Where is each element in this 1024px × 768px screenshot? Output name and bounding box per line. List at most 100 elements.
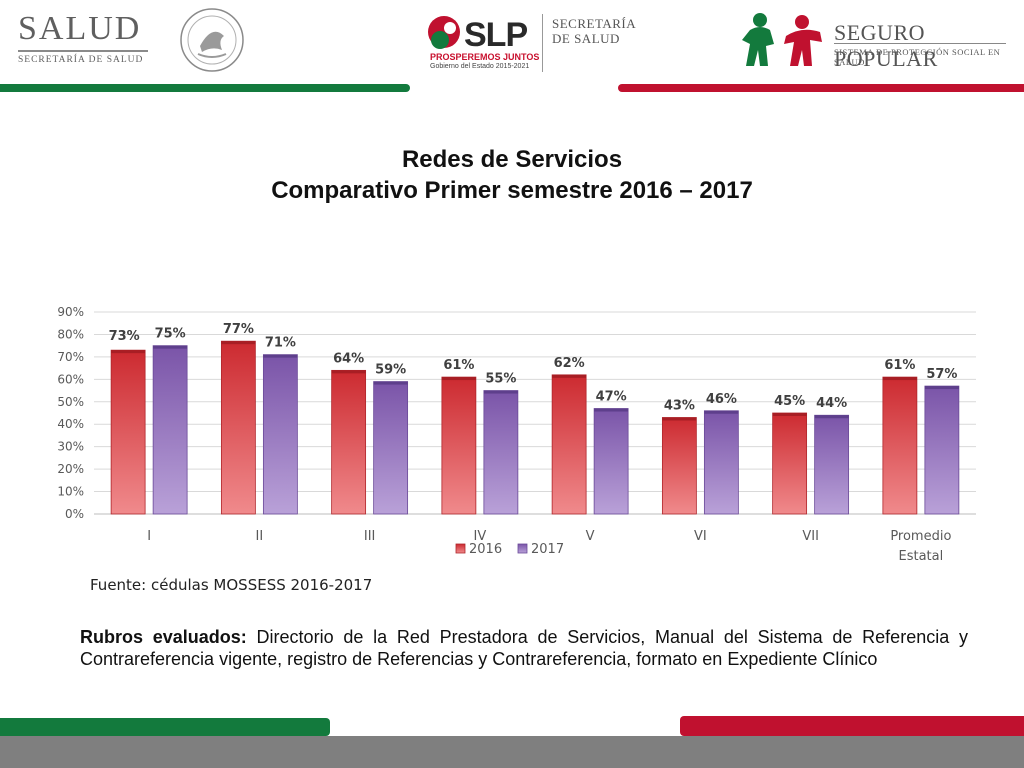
bar-top-2016 (772, 413, 807, 416)
y-tick-label: 90% (57, 305, 84, 319)
footer-gray-band (0, 736, 1024, 768)
header-divider (542, 14, 543, 72)
bar-2017 (373, 381, 409, 515)
bar-top-2016 (331, 370, 366, 374)
y-tick-label: 10% (57, 485, 84, 499)
source-note: Fuente: cédulas MOSSESS 2016-2017 (90, 576, 373, 594)
seguro-popular-subtitle: SISTEMA DE PROTECCIÓN SOCIAL EN SALUD (834, 47, 1001, 67)
bar-top-2017 (924, 386, 959, 390)
data-label-2017: 71% (265, 336, 296, 351)
legend-swatch-2016 (455, 543, 466, 554)
data-label-2017: 57% (926, 367, 957, 382)
rubros-text: Directorio de la Red Prestadora de Servi… (80, 627, 968, 669)
secretaria-line2: DE SALUD (552, 31, 620, 46)
bar-2017 (262, 354, 298, 515)
rubros-label: Rubros evaluados: (80, 627, 247, 647)
slp-logo-icon (428, 16, 460, 49)
slp-gobierno-text: Gobierno del Estado 2015-2021 (430, 63, 530, 70)
header-red-stripe (618, 84, 1024, 92)
bar-2016 (661, 417, 697, 515)
bar-2016 (220, 340, 256, 515)
rubros-paragraph: Rubros evaluados: Directorio de la Red P… (80, 626, 968, 670)
bar-top-2017 (594, 408, 629, 412)
bar-2016 (441, 376, 477, 515)
chart-legend: 2016 2017 (455, 542, 564, 557)
bar-top-2017 (814, 415, 849, 419)
seguro-popular-title: SEGURO POPULAR (834, 20, 938, 71)
data-label-2016: 62% (554, 356, 585, 371)
bar-top-2017 (373, 381, 408, 385)
data-label-2016: 77% (223, 322, 254, 337)
y-tick-label: 80% (57, 327, 84, 341)
data-label-2016: 45% (774, 394, 805, 409)
chart-y-ticks: 0% 10% 20% 30% 40% 50% 60% 70% 80% 90% (57, 305, 84, 521)
data-label-2017: 44% (816, 396, 847, 411)
chart-bars (110, 340, 960, 515)
slp-logo-text: SLP (464, 16, 528, 54)
secretaria-logo-text: SECRETARÍA DE SALUD (552, 16, 636, 46)
bar-top-2016 (111, 350, 146, 354)
bar-2016 (331, 369, 367, 515)
bar-top-2016 (441, 377, 476, 381)
seguro-popular-figures-icon (742, 13, 822, 66)
page-title: Redes de Servicios Comparativo Primer se… (0, 144, 1024, 206)
salud-logo-rule (18, 50, 148, 52)
header-green-stripe (0, 84, 410, 92)
salud-logo-subtitle: SECRETARÍA DE SALUD (18, 55, 144, 65)
legend-label-2017: 2017 (531, 542, 564, 557)
data-label-2016: 73% (109, 329, 140, 344)
salud-logo-text: SALUD (18, 10, 142, 47)
x-tick-label: V (586, 529, 595, 544)
data-label-2017: 59% (375, 363, 406, 378)
y-tick-label: 50% (57, 395, 84, 409)
salud-logo: SALUD SECRETARÍA DE SALUD (18, 12, 168, 65)
bar-chart: 0%10%20%30%40%50%60%70%80%90% 73% 75% 77%7… (57, 305, 976, 564)
y-tick-label: 30% (57, 440, 84, 454)
title-line1: Redes de Servicios (401, 146, 623, 173)
bar-top-2016 (882, 377, 917, 381)
bar-top-2017 (153, 345, 188, 349)
x-tick-label: VI (694, 529, 707, 544)
bar-top-2016 (552, 374, 587, 378)
x-tick-label: Estatal (899, 549, 944, 564)
bar-2016 (772, 412, 808, 515)
x-tick-label: II (256, 529, 264, 544)
footer-red-stripe (680, 716, 1024, 736)
bar-top-2017 (483, 390, 518, 394)
bar-2016 (110, 349, 146, 515)
bar-top-2017 (704, 410, 739, 414)
slp-slogan: PROSPEREMOS JUNTOS (430, 52, 540, 62)
bar-top-2016 (662, 417, 697, 421)
footer-green-stripe (0, 718, 330, 736)
data-label-2017: 55% (485, 372, 516, 387)
data-label-2016: 61% (884, 358, 915, 373)
data-label-2017: 47% (596, 390, 627, 405)
chart-data-labels: 73% 75% 77% 71% 64% 59% 61% 55% 62% 47% 43% 46% 45% 4… (109, 322, 958, 413)
legend-label-2016: 2016 (469, 542, 502, 557)
seguro-popular-rule (834, 43, 1006, 44)
bar-top-2016 (221, 341, 256, 345)
x-tick-label: Promedio (890, 529, 951, 544)
bar-2017 (152, 345, 188, 515)
bar-top-2017 (263, 354, 298, 358)
y-tick-label: 40% (57, 417, 84, 431)
y-tick-label: 0% (65, 507, 84, 521)
bar-2016 (882, 376, 918, 515)
bar-2017 (483, 390, 519, 515)
bar-2017 (924, 385, 960, 515)
x-tick-label: VII (802, 529, 819, 544)
x-tick-label: III (364, 529, 376, 544)
x-tick-label: I (147, 529, 151, 544)
data-label-2016: 64% (333, 351, 364, 366)
y-tick-label: 20% (57, 462, 84, 476)
data-label-2017: 75% (155, 327, 186, 342)
data-label-2016: 43% (664, 398, 695, 413)
bar-2017 (593, 408, 629, 515)
x-tick-label: IV (474, 529, 487, 544)
y-tick-label: 70% (57, 350, 84, 364)
data-label-2016: 61% (443, 358, 474, 373)
mexico-seal-icon (180, 8, 244, 72)
title-line2: Comparativo Primer semestre 2016 – 2017 (271, 177, 753, 204)
legend-swatch-2017 (517, 543, 528, 554)
